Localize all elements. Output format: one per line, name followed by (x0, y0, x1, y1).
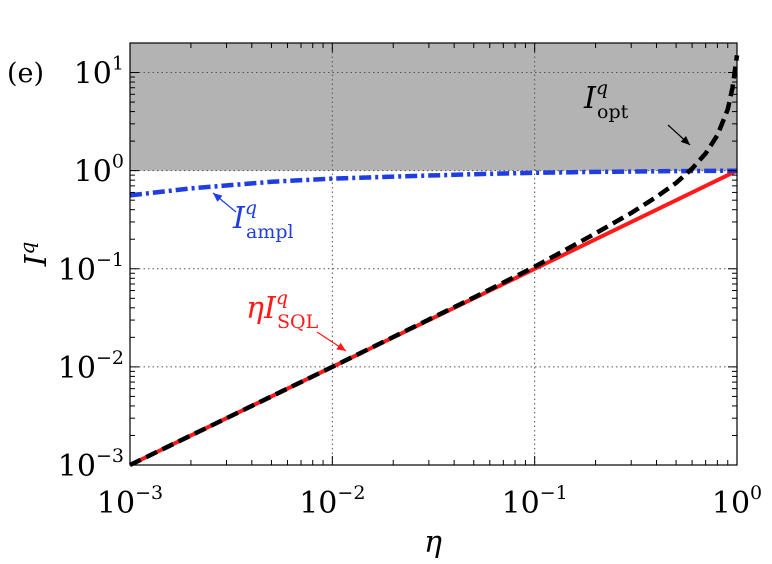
label-eta-isql-sub: SQL (277, 311, 319, 333)
x-tick-label-0-exp: −3 (135, 482, 163, 504)
x-tick-label-1-base: 10 (299, 486, 337, 521)
y-tick-label-4-base: 10 (74, 57, 112, 92)
y-tick-label-2-base: 10 (58, 253, 96, 288)
y-tick-label-3-base: 10 (74, 155, 112, 190)
label-eta-isql-prefix: η (246, 291, 264, 326)
x-tick-label-1: 10−2 (299, 482, 365, 521)
y-axis-label-base: I (19, 253, 54, 267)
shaded-region-rect (130, 43, 737, 171)
arrow-i-ampl-head (213, 193, 223, 202)
series-layer (129, 54, 740, 468)
y-tick-label-3-exp: 0 (112, 151, 124, 173)
y-tick-label-1-base: 10 (58, 351, 96, 386)
x-tick-label-3-base: 10 (712, 486, 750, 521)
label-i-ampl-base: I (232, 201, 246, 236)
y-tick-label-2: 10−1 (58, 249, 124, 288)
x-tick-label-0: 10−3 (97, 482, 163, 521)
y-tick-label-3: 100 (74, 151, 124, 190)
ticks (129, 42, 738, 466)
label-i-ampl: Iq ampl (232, 197, 294, 243)
grid (130, 43, 737, 465)
x-tick-label-2-exp: −1 (540, 482, 568, 504)
arrow-eta-isql-head (336, 342, 346, 351)
y-tick-label-4-exp: 1 (112, 53, 124, 75)
y-axis-label: Iq (15, 242, 54, 268)
y-tick-label-0-base: 10 (58, 449, 96, 484)
label-i-opt-base: I (583, 81, 597, 116)
y-tick-label-4: 101 (74, 53, 124, 92)
label-eta-isql-base: I (263, 291, 277, 326)
y-tick-label-2-exp: −1 (96, 249, 124, 271)
x-tick-label-0-base: 10 (97, 486, 135, 521)
y-tick-label-0-exp: −3 (96, 445, 124, 467)
y-tick-label-1: 10−2 (58, 347, 124, 386)
x-tick-label-3: 100 (712, 482, 762, 521)
label-i-opt-sup: q (596, 77, 608, 99)
series-line-1 (129, 168, 738, 198)
series-line-2 (129, 54, 740, 468)
label-i-ampl-sup: q (245, 197, 257, 219)
plot-frame (129, 42, 738, 466)
x-tick-label-2: 10−1 (502, 482, 568, 521)
x-tick-label-2-base: 10 (502, 486, 540, 521)
label-i-opt-sub: opt (597, 101, 629, 123)
label-eta-isql: ηIq SQL (246, 287, 319, 333)
label-eta-isql-sup: q (276, 287, 288, 309)
x-tick-label-3-exp: 0 (750, 482, 762, 504)
shaded-region (130, 43, 737, 171)
arrow-i-opt-head (680, 135, 690, 145)
x-tick-label-1-exp: −2 (337, 482, 365, 504)
y-axis-label-sup: q (15, 242, 39, 255)
label-i-opt: Iq opt (583, 77, 629, 123)
x-axis-label: η (424, 525, 442, 560)
y-tick-label-0: 10−3 (58, 445, 124, 484)
y-tick-label-1-exp: −2 (96, 347, 124, 369)
label-i-ampl-sub: ampl (246, 221, 294, 243)
panel-label: (e) (7, 58, 44, 89)
